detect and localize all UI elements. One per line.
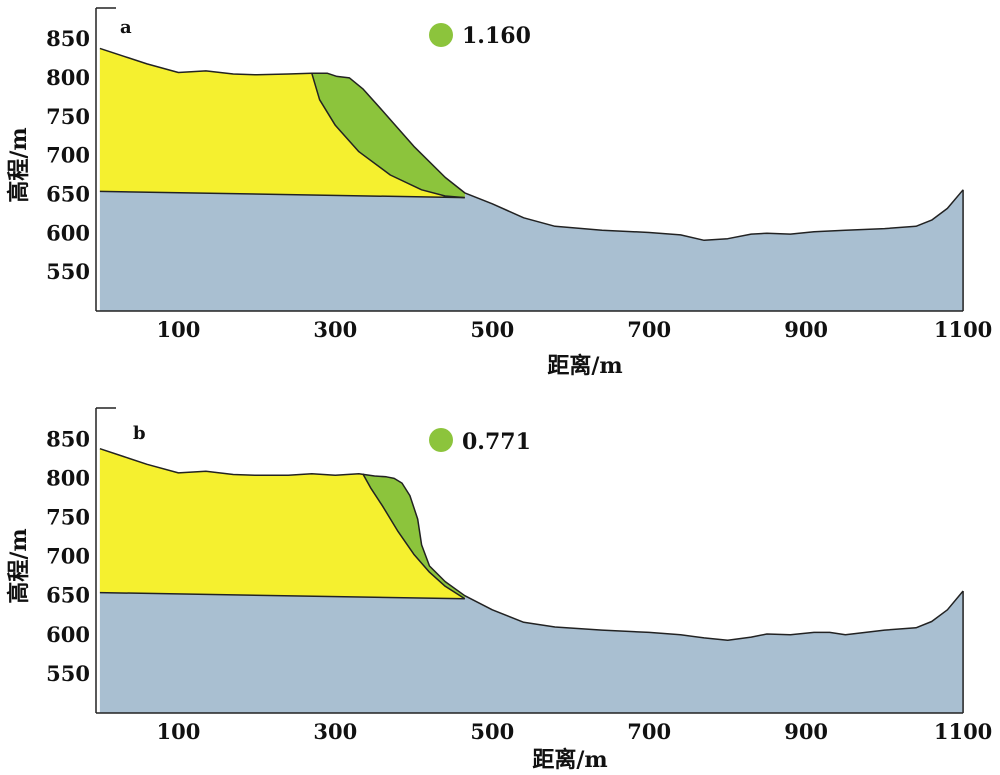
y-tick-label: 650 bbox=[46, 181, 90, 206]
safety-factor-value: 1.160 bbox=[462, 23, 531, 49]
y-tick-label: 700 bbox=[46, 143, 90, 168]
panel-a: 550 600 650 700 750 800 850 100 300 500 700 900 110… bbox=[6, 7, 992, 379]
y-axis-title: 高程/m bbox=[6, 127, 32, 202]
x-tick-label: 500 bbox=[470, 719, 514, 744]
y-tick-label: 850 bbox=[46, 426, 90, 451]
y-tick-label: 550 bbox=[46, 259, 90, 284]
slip-surface-line bbox=[362, 473, 466, 600]
y-tick-label: 750 bbox=[46, 504, 90, 529]
y-tick-label: 550 bbox=[46, 661, 90, 686]
x-axis-title: 距离/m bbox=[547, 353, 622, 379]
sliding-mass bbox=[311, 73, 465, 198]
panel-label: a bbox=[120, 17, 132, 38]
safety-factor-marker bbox=[429, 23, 453, 47]
y-tick-label: 600 bbox=[46, 220, 90, 245]
safety-factor-marker bbox=[429, 428, 453, 452]
x-tick-label: 900 bbox=[784, 719, 828, 744]
x-tick-label: 900 bbox=[784, 317, 828, 342]
y-tick-label: 800 bbox=[46, 465, 90, 490]
x-tick-label: 100 bbox=[156, 317, 200, 342]
y-tick-label: 700 bbox=[46, 544, 90, 569]
x-axis-title: 距离/m bbox=[532, 747, 607, 773]
slip-surface-line bbox=[311, 73, 465, 199]
x-tick-label: 700 bbox=[627, 317, 671, 342]
safety-factor-value: 0.771 bbox=[462, 429, 531, 455]
y-tick-label: 600 bbox=[46, 622, 90, 647]
sliding-mass bbox=[362, 473, 465, 599]
ground-surface-line bbox=[99, 447, 964, 642]
y-tick-label: 800 bbox=[46, 65, 90, 90]
y-tick-label: 750 bbox=[46, 104, 90, 129]
panel-label: b bbox=[133, 423, 146, 444]
x-tick-label: 300 bbox=[313, 317, 357, 342]
layer-boundary-line bbox=[99, 591, 465, 600]
y-axis-title: 高程/m bbox=[6, 528, 32, 603]
x-tick-label: 300 bbox=[313, 719, 357, 744]
x-tick-label: 1100 bbox=[934, 317, 992, 342]
panel-b: 550 600 650 700 750 800 850 100 300 500 700 900 110… bbox=[6, 407, 992, 773]
x-tick-label: 100 bbox=[156, 719, 200, 744]
y-tick-label: 850 bbox=[46, 26, 90, 51]
ground-surface-line bbox=[99, 47, 964, 242]
y-tick-label: 650 bbox=[46, 583, 90, 608]
x-tick-label: 700 bbox=[627, 719, 671, 744]
layer-boundary-line bbox=[99, 190, 465, 199]
x-tick-label: 500 bbox=[470, 317, 514, 342]
x-tick-label: 1100 bbox=[934, 719, 992, 744]
